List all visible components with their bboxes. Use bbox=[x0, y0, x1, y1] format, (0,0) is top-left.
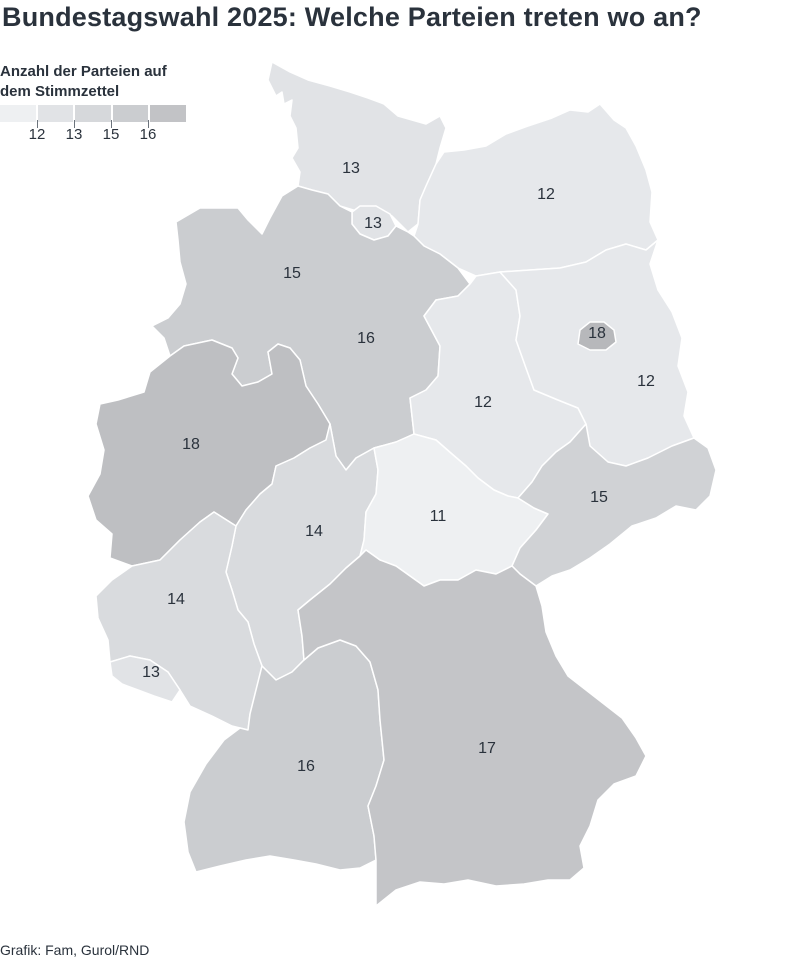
legend-tick bbox=[37, 120, 38, 128]
legend-tick bbox=[74, 120, 75, 128]
state-label-mecklenburg-vorpommern: 12 bbox=[537, 186, 555, 203]
state-berlin[interactable] bbox=[577, 321, 617, 351]
chart-title: Bundestagswahl 2025: Welche Parteien tre… bbox=[2, 2, 702, 32]
state-label-rheinland-pfalz: 14 bbox=[167, 591, 185, 608]
legend-bin bbox=[0, 105, 38, 122]
legend-title: Anzahl der Parteien auf dem Stimmzettel bbox=[0, 63, 167, 100]
state-label-thueringen: 11 bbox=[430, 508, 447, 525]
legend-tick-label: 16 bbox=[139, 126, 157, 143]
legend-bin bbox=[150, 105, 186, 122]
legend-tick-labels: 12 13 15 16 bbox=[0, 126, 200, 146]
legend-tick bbox=[148, 120, 149, 128]
legend-tick-label: 13 bbox=[65, 126, 83, 143]
legend: Anzahl der Parteien auf dem Stimmzettel … bbox=[0, 62, 200, 143]
state-mecklenburg-vorpommern[interactable] bbox=[413, 103, 659, 277]
legend-tick-label: 12 bbox=[28, 126, 46, 143]
legend-color-scale bbox=[0, 105, 186, 122]
legend-tick-label: 15 bbox=[102, 126, 120, 143]
legend-bin bbox=[112, 105, 151, 122]
state-label-niedersachsen: 16 bbox=[357, 330, 375, 347]
state-label-nordrhein-westfalen: 18 bbox=[182, 436, 200, 453]
state-label-berlin: 18 bbox=[588, 325, 606, 342]
state-label-bremen: 15 bbox=[283, 265, 301, 282]
state-saarland[interactable] bbox=[109, 655, 181, 703]
legend-tick bbox=[111, 120, 112, 128]
state-brandenburg[interactable] bbox=[499, 239, 695, 467]
state-label-bayern: 17 bbox=[478, 740, 496, 757]
state-bayern[interactable] bbox=[297, 549, 647, 907]
state-label-baden-wuerttemberg: 16 bbox=[297, 758, 315, 775]
state-label-hessen: 14 bbox=[305, 523, 323, 540]
state-label-sachsen: 15 bbox=[590, 489, 608, 506]
state-label-saarland: 13 bbox=[142, 664, 160, 681]
legend-bin bbox=[37, 105, 76, 122]
state-label-schleswig-holstein: 13 bbox=[342, 160, 360, 177]
state-label-sachsen-anhalt: 12 bbox=[474, 394, 492, 411]
legend-ticks bbox=[0, 120, 186, 130]
source-credit: Grafik: Fam, Gurol/RND bbox=[0, 942, 150, 958]
state-label-brandenburg: 12 bbox=[637, 373, 655, 390]
state-label-hamburg: 13 bbox=[364, 215, 382, 232]
legend-bin bbox=[75, 105, 113, 122]
